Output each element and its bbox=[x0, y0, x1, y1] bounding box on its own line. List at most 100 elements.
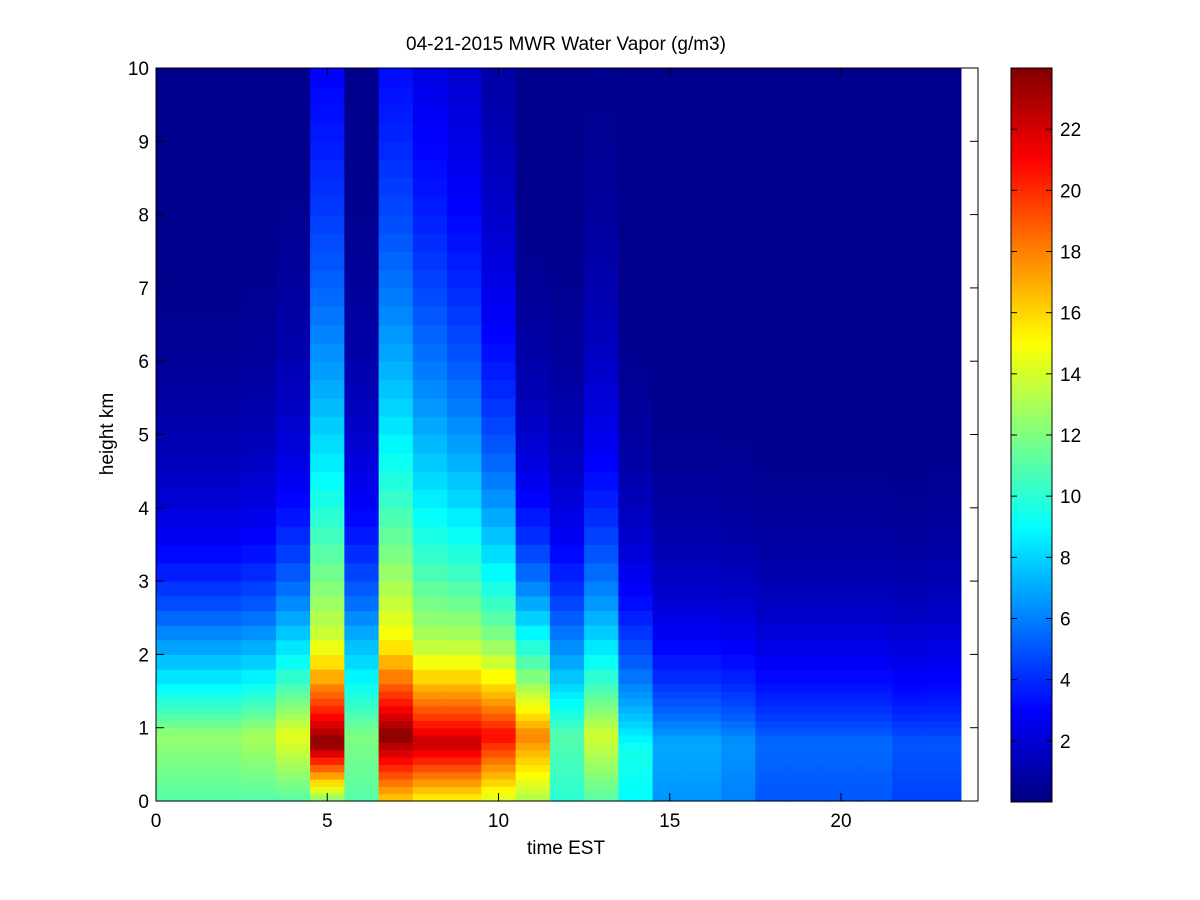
heatmap-cell bbox=[515, 269, 551, 289]
heatmap-cell bbox=[823, 104, 859, 124]
heatmap-cell bbox=[892, 214, 928, 234]
heatmap-cell bbox=[207, 764, 243, 773]
heatmap-cell bbox=[275, 562, 311, 582]
y-tick-label: 10 bbox=[128, 59, 149, 80]
heatmap-cell bbox=[789, 287, 825, 307]
heatmap-cell bbox=[207, 397, 243, 417]
heatmap-cell bbox=[789, 581, 825, 597]
heatmap-cell bbox=[823, 764, 859, 773]
heatmap-cell bbox=[858, 610, 893, 626]
heatmap-cell bbox=[686, 786, 722, 795]
heatmap-cell bbox=[275, 720, 311, 729]
heatmap-cell bbox=[858, 507, 893, 527]
heatmap-cell bbox=[447, 779, 482, 787]
heatmap-cell bbox=[241, 691, 277, 699]
heatmap-cell bbox=[412, 196, 448, 216]
heatmap-cell bbox=[173, 507, 208, 527]
heatmap-cell bbox=[241, 141, 277, 161]
heatmap-cell bbox=[652, 251, 688, 271]
heatmap-cell bbox=[686, 720, 722, 729]
heatmap-cell bbox=[755, 269, 791, 289]
heatmap-cell bbox=[858, 86, 893, 106]
heatmap-cell bbox=[412, 698, 448, 707]
heatmap-cell bbox=[310, 595, 345, 612]
heatmap-cell bbox=[275, 177, 311, 197]
heatmap-cell bbox=[892, 742, 928, 751]
heatmap-cell bbox=[515, 196, 551, 216]
heatmap-cell bbox=[858, 713, 893, 721]
heatmap-cell bbox=[549, 764, 585, 773]
heatmap-cell bbox=[378, 68, 414, 87]
heatmap-cell bbox=[412, 727, 448, 736]
heatmap-cell bbox=[173, 159, 208, 179]
heatmap-cell bbox=[156, 68, 174, 87]
heatmap-cell bbox=[755, 595, 791, 612]
heatmap-cell bbox=[412, 397, 448, 417]
heatmap-cell bbox=[823, 232, 859, 252]
heatmap-cell bbox=[173, 764, 208, 773]
heatmap-cell bbox=[412, 544, 448, 564]
x-axis-ticks: 0 5 10 15 20 bbox=[151, 68, 852, 832]
heatmap-cell bbox=[207, 141, 243, 161]
heatmap-cell bbox=[275, 361, 311, 381]
heatmap-cell bbox=[275, 757, 311, 765]
heatmap-cell bbox=[156, 287, 174, 307]
heatmap-cell bbox=[858, 544, 893, 564]
heatmap-cell bbox=[378, 361, 414, 381]
heatmap-cell bbox=[344, 757, 380, 765]
heatmap-cell bbox=[207, 786, 243, 795]
heatmap-cell bbox=[275, 639, 311, 655]
heatmap-cell bbox=[755, 698, 791, 707]
heatmap-cell bbox=[755, 104, 791, 124]
heatmap-cell bbox=[344, 177, 380, 197]
heatmap-cell bbox=[721, 141, 756, 161]
heatmap-cell bbox=[823, 86, 859, 106]
heatmap-cell bbox=[241, 361, 277, 381]
heatmap-cell bbox=[310, 489, 345, 509]
heatmap-cell bbox=[412, 287, 448, 307]
heatmap-cell bbox=[241, 104, 277, 124]
heatmap-cell bbox=[584, 489, 619, 509]
heatmap-cell bbox=[344, 68, 380, 87]
heatmap-cell bbox=[789, 779, 825, 787]
heatmap-cell bbox=[241, 471, 277, 491]
heatmap-cell bbox=[823, 735, 859, 743]
heatmap-cell bbox=[378, 683, 414, 692]
heatmap-cell bbox=[686, 742, 722, 751]
heatmap-cell bbox=[344, 669, 380, 685]
heatmap-cell bbox=[618, 177, 654, 197]
heatmap-cell bbox=[721, 342, 756, 362]
heatmap-cell bbox=[515, 434, 551, 454]
heatmap-cell bbox=[378, 306, 414, 326]
heatmap-cell bbox=[412, 735, 448, 743]
heatmap-cell bbox=[378, 232, 414, 252]
heatmap-cell bbox=[412, 214, 448, 234]
heatmap-cell bbox=[515, 735, 551, 743]
heatmap-cell bbox=[892, 196, 928, 216]
heatmap-cell bbox=[892, 683, 928, 692]
heatmap-cell bbox=[241, 639, 277, 655]
heatmap-cell bbox=[515, 122, 551, 142]
heatmap-cell bbox=[892, 287, 928, 307]
heatmap-cell bbox=[344, 764, 380, 773]
heatmap-cell bbox=[549, 705, 585, 714]
heatmap-cell bbox=[823, 471, 859, 491]
heatmap-cell bbox=[207, 757, 243, 765]
heatmap-cell bbox=[378, 287, 414, 307]
heatmap-cell bbox=[549, 779, 585, 787]
heatmap-cell bbox=[584, 691, 619, 699]
heatmap-cell bbox=[447, 269, 482, 289]
heatmap-cell bbox=[618, 757, 654, 765]
heatmap-cell bbox=[173, 177, 208, 197]
heatmap-cell bbox=[721, 742, 756, 751]
heatmap-cell bbox=[412, 342, 448, 362]
heatmap-cell bbox=[310, 361, 345, 381]
heatmap-cell bbox=[858, 361, 893, 381]
heatmap-cell bbox=[858, 471, 893, 491]
heatmap-cell bbox=[481, 698, 517, 707]
heatmap-cell bbox=[721, 416, 756, 436]
heatmap-cell bbox=[378, 749, 414, 758]
heatmap-cell bbox=[310, 727, 345, 736]
heatmap-cell bbox=[652, 720, 688, 729]
heatmap-cell bbox=[823, 397, 859, 417]
